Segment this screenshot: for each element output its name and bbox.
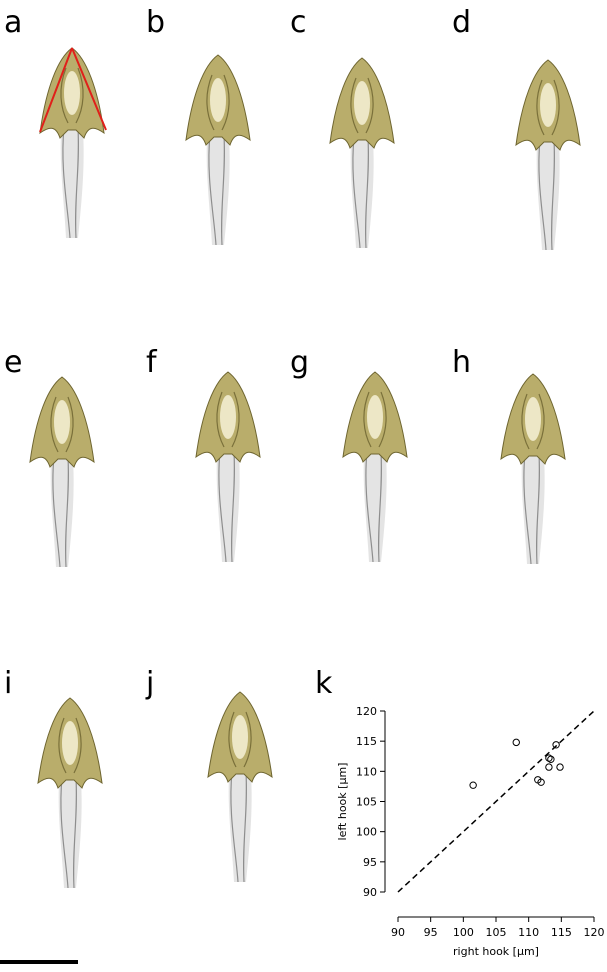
panel-label: b xyxy=(146,5,165,40)
panel-label: f xyxy=(146,345,158,380)
point xyxy=(552,741,560,749)
x-axis-label: right hook [µm] xyxy=(453,945,539,958)
specimen-image xyxy=(195,371,261,563)
x-tick-label: 105 xyxy=(486,926,507,939)
panel-label: c xyxy=(290,5,307,40)
specimen-image xyxy=(207,691,273,883)
x-tick-label: 115 xyxy=(551,926,572,939)
specimen-image xyxy=(37,697,103,889)
panel-label: d xyxy=(452,5,471,40)
y-tick-label: 120 xyxy=(356,705,377,718)
point xyxy=(545,754,553,762)
panel-label: k xyxy=(315,666,333,701)
x-tick-label: 120 xyxy=(584,926,605,939)
specimen-image xyxy=(185,54,251,246)
point xyxy=(537,778,545,786)
panel-label: i xyxy=(4,666,12,701)
panel-label: a xyxy=(4,5,22,40)
specimens xyxy=(29,47,581,889)
x-tick-label: 95 xyxy=(424,926,438,939)
point xyxy=(547,755,555,763)
point xyxy=(556,763,564,771)
y-tick-label: 110 xyxy=(356,765,377,778)
angle-marker xyxy=(39,47,107,133)
y-axis-label: left hook [µm] xyxy=(336,763,349,841)
specimen-image xyxy=(515,59,581,251)
panel-label: g xyxy=(290,345,309,380)
point xyxy=(469,781,477,789)
x-tick-label: 110 xyxy=(518,926,539,939)
panel-label: j xyxy=(145,666,154,701)
x-tick-label: 100 xyxy=(453,926,474,939)
specimen-image xyxy=(342,371,408,563)
y-tick-label: 105 xyxy=(356,796,377,809)
y-tick-label: 100 xyxy=(356,826,377,839)
panel-label: h xyxy=(452,345,471,380)
identity-line xyxy=(397,710,595,893)
specimen-image xyxy=(329,57,395,249)
x-tick-label: 90 xyxy=(391,926,405,939)
specimen-image xyxy=(39,47,105,239)
panel-label: e xyxy=(4,345,22,380)
specimen-image xyxy=(500,373,566,565)
y-tick-label: 90 xyxy=(363,886,377,899)
specimen-image xyxy=(29,376,95,568)
y-tick-label: 95 xyxy=(363,856,377,869)
point xyxy=(512,738,520,747)
y-tick-label: 115 xyxy=(356,735,377,748)
point xyxy=(545,763,553,771)
